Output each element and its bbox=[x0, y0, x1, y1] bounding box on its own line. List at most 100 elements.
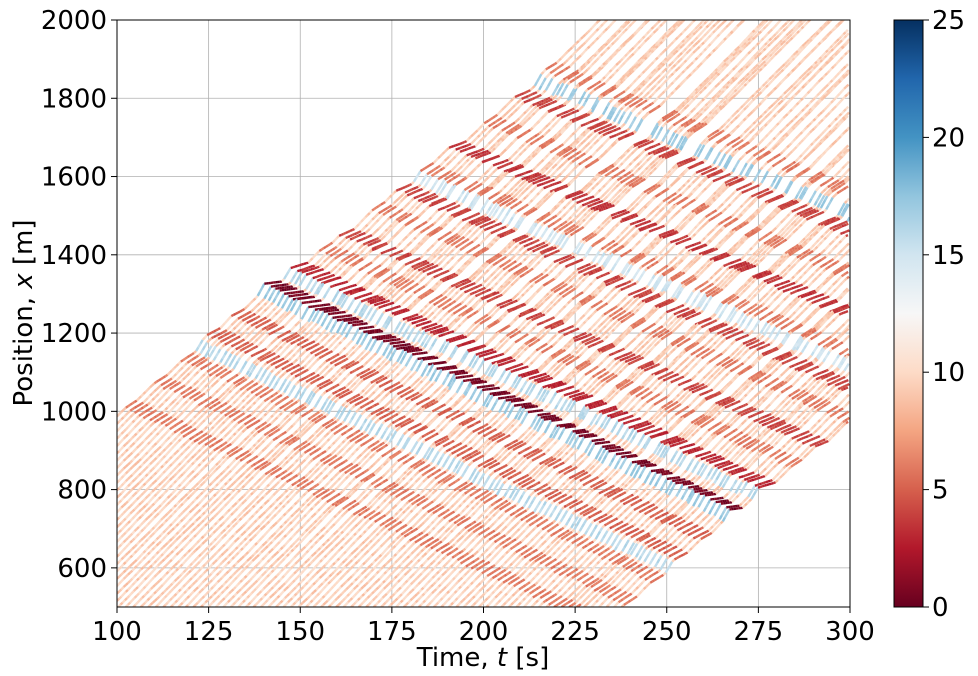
trajectory-segment bbox=[539, 118, 541, 120]
trajectory-segment bbox=[596, 140, 598, 142]
trajectory-segment bbox=[438, 166, 440, 167]
trajectory-segment bbox=[242, 309, 244, 310]
trajectory-segment bbox=[262, 299, 264, 301]
trajectory-segment bbox=[464, 225, 466, 227]
trajectory-segment bbox=[269, 397, 271, 399]
trajectory-segment bbox=[431, 233, 433, 234]
trajectory-segment bbox=[427, 274, 429, 275]
trajectory-segment bbox=[614, 65, 616, 67]
trajectory-segment bbox=[339, 352, 341, 354]
trajectory-segment bbox=[431, 204, 433, 205]
trajectory-segment bbox=[506, 132, 508, 133]
trajectory-segment bbox=[240, 310, 242, 311]
trajectory-segment bbox=[363, 238, 365, 239]
trajectory-segment bbox=[192, 430, 194, 431]
trajectory-segment bbox=[673, 53, 675, 55]
trajectory-segment bbox=[297, 331, 299, 333]
trajectory-segment bbox=[676, 26, 678, 28]
trajectory-segment bbox=[326, 281, 328, 282]
trajectory-segment bbox=[253, 341, 255, 343]
trajectory-segment bbox=[431, 224, 433, 225]
trajectory-segment bbox=[187, 475, 189, 477]
trajectory-segment bbox=[583, 42, 585, 44]
trajectory-segment bbox=[361, 290, 363, 291]
trajectory-segment bbox=[179, 362, 181, 364]
trajectory-segment bbox=[379, 300, 381, 301]
trajectory-segment bbox=[506, 172, 508, 174]
trajectory-segment bbox=[480, 139, 482, 141]
trajectory-segment bbox=[165, 399, 167, 401]
trajectory-segment bbox=[691, 53, 693, 55]
trajectory-segment bbox=[394, 288, 396, 290]
trajectory-segment bbox=[462, 220, 464, 221]
trajectory-segment bbox=[682, 56, 684, 58]
trajectory-segment bbox=[363, 257, 365, 259]
trajectory-segment bbox=[528, 100, 530, 101]
trajectory-segment bbox=[152, 518, 154, 520]
trajectory-segment bbox=[484, 172, 486, 174]
trajectory-segment bbox=[438, 263, 440, 265]
trajectory-segment bbox=[665, 68, 667, 70]
trajectory-segment bbox=[632, 54, 634, 56]
trajectory-segment bbox=[174, 444, 176, 446]
trajectory-segment bbox=[733, 11, 735, 13]
trajectory-segment bbox=[163, 456, 165, 458]
trajectory-segment bbox=[286, 341, 288, 342]
trajectory-segment bbox=[634, 80, 636, 82]
trajectory-segment bbox=[436, 231, 438, 232]
trajectory-segment bbox=[535, 176, 537, 177]
trajectory-segment bbox=[126, 530, 128, 532]
trajectory-segment bbox=[289, 311, 291, 313]
trajectory-segment bbox=[418, 233, 420, 235]
trajectory-segment bbox=[396, 212, 398, 214]
trajectory-segment bbox=[473, 222, 475, 223]
trajectory-segment bbox=[416, 217, 418, 218]
trajectory-segment bbox=[486, 170, 488, 172]
trajectory-segment bbox=[273, 399, 275, 401]
trajectory-segment bbox=[667, 78, 669, 80]
trajectory-segment bbox=[497, 112, 499, 114]
trajectory-segment bbox=[385, 229, 387, 231]
trajectory-segment bbox=[491, 196, 493, 197]
trajectory-segment bbox=[234, 401, 236, 403]
trajectory-segment bbox=[132, 443, 134, 445]
trajectory-segment bbox=[333, 253, 335, 254]
trajectory-segment bbox=[238, 330, 240, 332]
trajectory-segment bbox=[489, 148, 491, 150]
trajectory-segment bbox=[357, 255, 359, 256]
trajectory-segment bbox=[176, 423, 178, 424]
trajectory-segment bbox=[486, 217, 488, 218]
trajectory-segment bbox=[717, 20, 719, 22]
trajectory-segment bbox=[214, 418, 216, 420]
trajectory-segment bbox=[434, 173, 436, 175]
trajectory-segment bbox=[612, 54, 614, 56]
trajectory-segment bbox=[286, 370, 288, 371]
trajectory-segment bbox=[282, 344, 284, 346]
trajectory-segment bbox=[174, 381, 176, 382]
trajectory-segment bbox=[623, 43, 625, 45]
trajectory-segment bbox=[519, 174, 521, 175]
trajectory-segment bbox=[546, 168, 548, 170]
trajectory-segment bbox=[251, 338, 253, 340]
trajectory-segment bbox=[607, 92, 609, 93]
trajectory-segment bbox=[475, 237, 477, 239]
trajectory-segment bbox=[541, 147, 543, 148]
trajectory-segment bbox=[322, 298, 324, 300]
trajectory-segment bbox=[231, 329, 233, 331]
trajectory-segment bbox=[673, 5, 675, 7]
trajectory-segment bbox=[137, 461, 139, 463]
trajectory-segment bbox=[280, 346, 282, 348]
trajectory-segment bbox=[297, 374, 299, 375]
trajectory-segment bbox=[566, 154, 568, 155]
trajectory-segment bbox=[381, 211, 383, 212]
trajectory-segment bbox=[475, 230, 477, 232]
trajectory-segment bbox=[438, 269, 440, 270]
trajectory-segment bbox=[212, 406, 214, 407]
trajectory-segment bbox=[365, 225, 367, 227]
trajectory-segment bbox=[172, 446, 174, 448]
trajectory-segment bbox=[143, 425, 145, 427]
trajectory-segment bbox=[119, 456, 121, 458]
trajectory-segment bbox=[223, 422, 225, 424]
trajectory-segment bbox=[442, 253, 444, 255]
trajectory-segment bbox=[440, 255, 442, 257]
